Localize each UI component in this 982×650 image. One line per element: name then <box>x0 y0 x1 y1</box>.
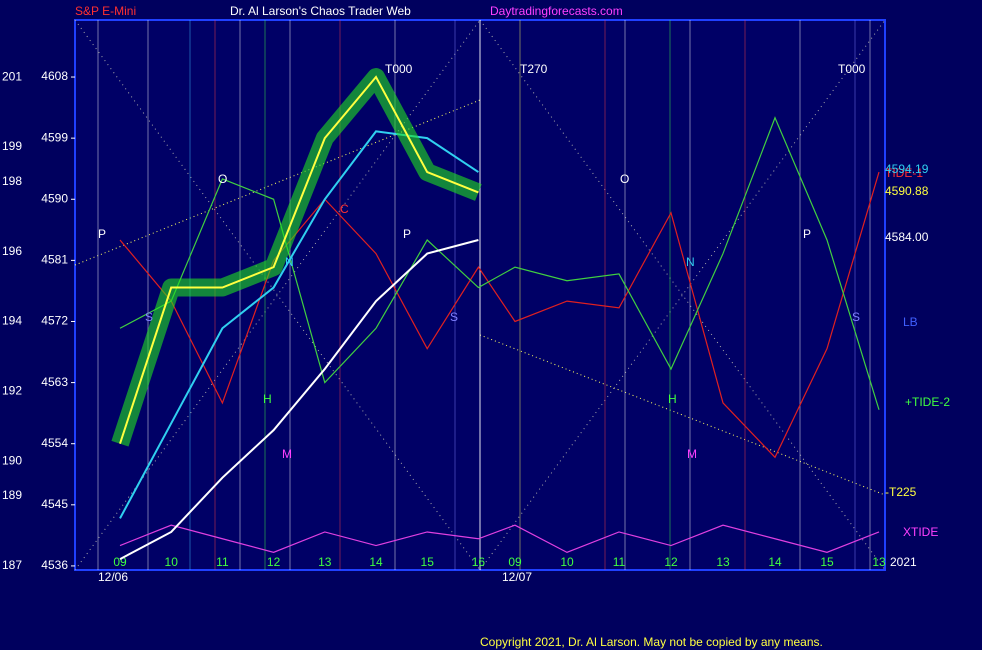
chart-title: Dr. Al Larson's Chaos Trader Web <box>230 4 411 18</box>
copyright: Copyright 2021, Dr. Al Larson. May not b… <box>480 635 823 649</box>
y-tick-label: 4545 <box>41 497 68 511</box>
x-tick-label: 15 <box>421 555 435 569</box>
x-tick-label: 14 <box>768 555 782 569</box>
y2-tick-label: 201 <box>2 69 22 83</box>
year-label: 2021 <box>890 555 917 569</box>
x-tick-label: 12 <box>267 555 281 569</box>
y2-tick-label: 198 <box>2 174 22 188</box>
annotation: C <box>340 202 349 216</box>
annotation: S <box>145 310 153 324</box>
series-label: 4590.88 <box>885 184 929 198</box>
x-tick-label: 14 <box>369 555 383 569</box>
x-tick-label: 13 <box>716 555 730 569</box>
x-tick-label: 10 <box>165 555 179 569</box>
date-label: 12/07 <box>502 570 532 584</box>
chart-subtitle: S&P E-Mini <box>75 4 136 18</box>
annotation: H <box>668 392 677 406</box>
series-label: TIDE-1 <box>885 166 923 180</box>
annotation: P <box>803 227 811 241</box>
series-line <box>119 524 880 554</box>
x-tick-label: 09 <box>508 555 522 569</box>
annotation: T000 <box>385 62 413 76</box>
annotation: S <box>852 310 860 324</box>
annotation: T270 <box>520 62 548 76</box>
annotation: N <box>285 255 294 269</box>
x-tick-label: 16 <box>472 555 486 569</box>
trend-line <box>479 334 886 496</box>
y2-tick-label: 190 <box>2 453 22 467</box>
y2-tick-label: 187 <box>2 558 22 572</box>
y-tick-label: 4536 <box>41 558 68 572</box>
y-tick-label: 4590 <box>41 191 68 205</box>
y-tick-label: 4608 <box>41 69 68 83</box>
x-tick-label: 15 <box>820 555 834 569</box>
y-tick-label: 4581 <box>41 253 68 267</box>
x-tick-label: 10 <box>560 555 574 569</box>
annotation: -T225 <box>885 485 917 499</box>
series-label: +TIDE-2 <box>905 395 950 409</box>
y2-tick-label: 196 <box>2 244 22 258</box>
annotation: H <box>263 392 272 406</box>
series-label: 4584.00 <box>885 230 929 244</box>
series-label: XTIDE <box>903 525 938 539</box>
annotation: S <box>450 310 458 324</box>
x-tick-label: 09 <box>113 555 127 569</box>
y2-tick-label: 189 <box>2 488 22 502</box>
annotation: O <box>620 172 629 186</box>
date-label: 12/06 <box>98 570 128 584</box>
x-tick-label: 11 <box>613 555 626 569</box>
x-tick-label: 13 <box>318 555 332 569</box>
series-line <box>119 239 479 561</box>
series-line <box>119 171 880 459</box>
y-tick-label: 4599 <box>41 130 68 144</box>
annotation: M <box>687 447 697 461</box>
y2-tick-label: 199 <box>2 139 22 153</box>
x-tick-label: 11 <box>216 555 229 569</box>
annotation: M <box>282 447 292 461</box>
annotation: P <box>98 227 106 241</box>
annotation: O <box>218 172 227 186</box>
series-line <box>119 116 880 410</box>
series-line <box>119 130 479 519</box>
x-tick-label: 12 <box>664 555 678 569</box>
annotation: T000 <box>838 62 866 76</box>
x-tick-label: 13 <box>872 555 886 569</box>
series-label: 4594.19 <box>885 162 929 176</box>
y2-tick-label: 194 <box>2 314 22 328</box>
annotation: N <box>686 255 695 269</box>
annotation: P <box>403 227 411 241</box>
y-tick-label: 4572 <box>41 314 68 328</box>
site-link: Daytradingforecasts.com <box>490 4 623 18</box>
y2-tick-label: 192 <box>2 383 22 397</box>
y-tick-label: 4563 <box>41 375 68 389</box>
annotation: LB <box>903 315 918 329</box>
series-line <box>119 75 479 445</box>
y-tick-label: 4554 <box>41 436 68 450</box>
